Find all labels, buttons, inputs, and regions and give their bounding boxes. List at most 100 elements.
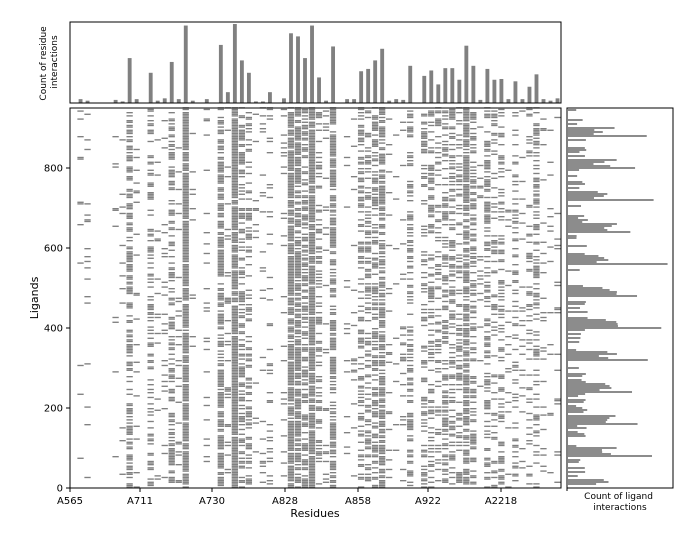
heat-cell: [449, 374, 456, 376]
right-bar: [568, 135, 647, 137]
heat-cell: [484, 356, 491, 359]
residue-interaction-histogram: Count of residue interactions: [39, 21, 562, 104]
heat-cell: [217, 412, 224, 415]
heat-cell: [217, 232, 224, 234]
heat-cell: [301, 393, 309, 395]
heat-cell: [421, 264, 428, 266]
heat-cell: [442, 363, 449, 365]
heat-cell: [238, 132, 245, 135]
heat-cell: [329, 404, 337, 407]
heat-cell: [498, 259, 505, 261]
heat-cell: [203, 371, 210, 373]
heat-cell: [470, 272, 477, 274]
heat-cell: [456, 347, 463, 349]
heat-cell: [449, 219, 456, 221]
right-bar: [568, 423, 638, 425]
heat-cell: [301, 422, 309, 424]
top-bar: [169, 61, 174, 103]
heat-cell: [259, 289, 267, 291]
heat-cell: [505, 353, 512, 355]
heat-cell: [287, 156, 295, 159]
heat-cell: [505, 225, 512, 227]
heat-cell: [463, 313, 470, 315]
heat-cell: [287, 478, 295, 480]
heat-cell: [498, 112, 505, 114]
heat-cell: [231, 190, 238, 192]
heat-cell: [484, 372, 491, 375]
heat-cell: [329, 142, 337, 144]
heat-cell: [238, 416, 245, 418]
heat-cell: [364, 467, 372, 469]
heat-cell: [231, 358, 238, 360]
heat-cell: [168, 112, 175, 114]
heat-cell: [343, 164, 351, 167]
heat-cell: [547, 230, 554, 232]
heat-cell: [238, 355, 245, 357]
heat-cell: [329, 144, 337, 146]
heat-cell: [329, 345, 337, 347]
heat-cell: [238, 272, 245, 274]
heat-cell: [407, 302, 414, 304]
heat-cell: [498, 347, 505, 349]
heat-cell: [428, 406, 435, 408]
heat-cell: [294, 142, 302, 144]
heat-cell: [294, 444, 302, 447]
heat-cell: [357, 320, 365, 322]
heat-cell: [287, 411, 295, 413]
heat-cell: [533, 275, 540, 277]
heat-cell: [442, 155, 449, 157]
heat-cell: [147, 481, 154, 483]
heat-cell: [308, 281, 316, 283]
heat-cell: [147, 443, 154, 445]
heat-cell: [512, 134, 519, 136]
heat-cell: [126, 484, 133, 487]
heat-cell: [168, 348, 175, 351]
heat-cell: [294, 356, 302, 359]
heat-cell: [329, 238, 337, 240]
heat-cell: [357, 430, 365, 432]
heat-cell: [329, 118, 337, 120]
heat-cell: [231, 360, 238, 362]
heat-cell: [329, 452, 337, 455]
heat-cell: [245, 481, 253, 483]
heat-cell: [357, 180, 365, 183]
heat-cell: [238, 190, 245, 192]
heat-cell: [477, 259, 484, 261]
heat-cell: [533, 134, 540, 136]
heat-cell: [428, 476, 435, 479]
heat-cell: [168, 280, 175, 282]
heat-cell: [182, 120, 189, 122]
heat-cell: [470, 252, 477, 255]
heat-cell: [343, 206, 351, 208]
heat-cell: [308, 272, 316, 274]
heat-cell: [231, 217, 238, 219]
heat-cell: [294, 147, 302, 149]
heat-cell: [294, 380, 302, 383]
heat-cell: [371, 433, 379, 435]
heat-cell: [287, 177, 295, 179]
heat-cell: [266, 118, 274, 120]
heat-cell: [168, 244, 175, 247]
heat-cell: [442, 419, 449, 421]
heat-cell: [161, 252, 168, 255]
heat-cell: [308, 252, 316, 255]
heat-cell: [463, 264, 470, 266]
heat-cell: [238, 358, 245, 360]
top-bar: [113, 99, 118, 103]
heat-cell: [498, 328, 505, 330]
heat-cell: [252, 236, 260, 239]
heat-cell: [308, 324, 316, 327]
heat-cell: [294, 148, 302, 151]
heat-cell: [266, 140, 274, 143]
heat-cell: [217, 398, 224, 400]
heat-cell: [463, 320, 470, 322]
heat-cell: [301, 121, 309, 123]
top-bar: [289, 33, 293, 103]
heat-cell: [308, 228, 316, 231]
heat-cell: [252, 200, 260, 202]
heat-cell: [385, 353, 393, 355]
heat-cell: [364, 366, 372, 368]
heat-cell: [407, 470, 414, 472]
heat-cell: [231, 472, 238, 474]
heat-cell: [484, 155, 491, 157]
